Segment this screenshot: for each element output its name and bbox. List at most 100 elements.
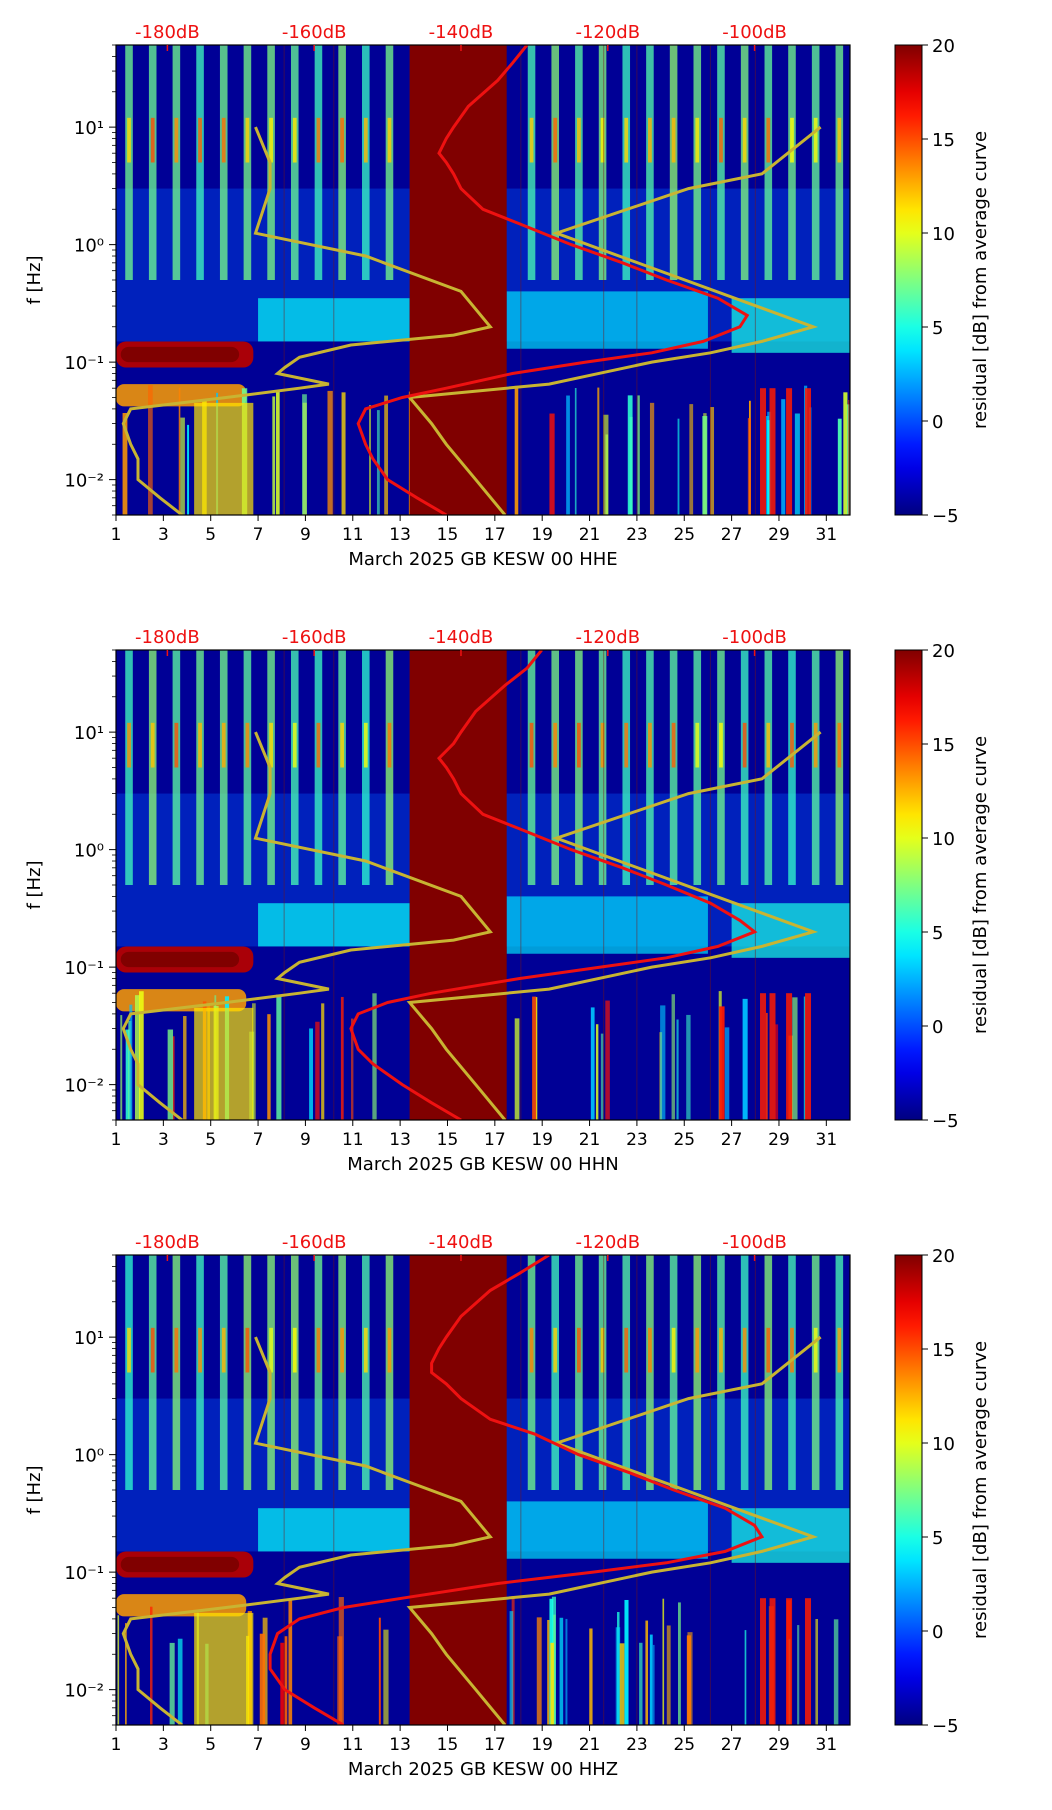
daily-noise-core [198, 117, 202, 163]
daily-noise-core [387, 117, 392, 163]
low-frequency-streak [150, 1606, 153, 1725]
daily-noise-core [790, 117, 794, 163]
y-tick-label: 10⁻¹ [64, 353, 104, 374]
low-frequency-streak [837, 418, 842, 515]
nhnm-curve [406, 730, 822, 1120]
daily-noise-core [221, 1327, 226, 1373]
low-frequency-streak [252, 1003, 256, 1120]
x-tick-label: 23 [626, 525, 648, 545]
low-frequency-streak [509, 1611, 514, 1725]
daily-noise-core [600, 1327, 605, 1373]
top-db-label: -120dB [575, 22, 640, 43]
daily-noise-core [221, 722, 226, 768]
low-frequency-streak [597, 387, 600, 515]
x-tick-label: 23 [626, 1735, 648, 1755]
low-frequency-streak [276, 391, 280, 515]
x-tick-label: 31 [816, 1735, 838, 1755]
low-frequency-streak [167, 1029, 174, 1120]
x-tick-label: 5 [205, 1735, 216, 1755]
top-db-label: -100dB [722, 1232, 787, 1253]
low-frequency-streak [535, 997, 538, 1120]
late-event-streak [805, 993, 812, 1120]
low-frequency-streak [559, 1617, 564, 1725]
low-frequency-streak [767, 420, 770, 515]
x-tick-label: 29 [768, 1130, 790, 1150]
low-frequency-streak [536, 1617, 542, 1725]
low-frequency-streak [781, 399, 786, 515]
y-tick-label: 10⁻² [64, 1681, 104, 1702]
x-tick-label: 31 [816, 525, 838, 545]
colorbar-tick-label: 10 [932, 1434, 955, 1455]
low-frequency-streak [547, 1619, 550, 1725]
colorbar-tick-label: 0 [932, 1017, 943, 1038]
daily-noise-core [553, 722, 558, 768]
top-db-label: -120dB [575, 1232, 640, 1253]
daily-noise-core [269, 1327, 273, 1373]
low-frequency-streak [550, 1642, 554, 1725]
late-event-streak [769, 388, 776, 515]
colorbar: 20 15 10 5 0 −5 residual [dB] from average cur… [894, 641, 991, 1132]
late-event-streak [786, 1598, 793, 1725]
daily-noise-core [813, 117, 818, 163]
y-tick-label: 10⁻¹ [64, 1563, 104, 1584]
low-frequency-streak [169, 1642, 175, 1725]
x-tick-label: 13 [389, 1130, 411, 1150]
x-tick-label: 25 [673, 1130, 695, 1150]
low-frequency-streak [117, 1615, 120, 1725]
low-frequency-streak [262, 1617, 268, 1725]
microseism-band [506, 896, 708, 954]
low-frequency-streak [309, 1028, 313, 1120]
nlnm-curve [121, 1336, 494, 1725]
daily-noise-core [671, 117, 676, 163]
colorbar-gradient [894, 1254, 923, 1726]
low-frequency-streak [288, 1598, 293, 1725]
low-frequency-streak [843, 392, 848, 515]
low-frequency-streak [514, 1018, 520, 1120]
low-frequency-streak [177, 1638, 183, 1725]
low-frequency-streak [615, 1627, 621, 1725]
daily-noise-core [695, 117, 700, 163]
daily-noise-core [790, 722, 794, 768]
low-frequency-streak [340, 996, 344, 1120]
low-frequency-streak [637, 395, 640, 515]
x-tick-label: 17 [484, 525, 506, 545]
low-frequency-streak [765, 1012, 768, 1120]
late-event-streak [805, 388, 812, 515]
daily-noise-core [150, 117, 155, 163]
x-tick-label: 27 [721, 1130, 743, 1150]
daily-noise-core [292, 1327, 297, 1373]
y-axis-label: f [Hz] [24, 255, 45, 304]
low-frequency-streak [662, 1598, 665, 1725]
low-frequency-streak [338, 1597, 344, 1725]
low-frequency-streak [276, 994, 282, 1120]
daily-noise-core [387, 1327, 392, 1373]
colorbar: 20 15 10 5 0 −5 residual [dB] from average cur… [894, 36, 991, 527]
low-frequency-streak [686, 1014, 691, 1120]
low-frequency-streak [590, 1007, 595, 1120]
low-frequency-streak [600, 1033, 604, 1120]
y-tick-label: 10¹ [74, 723, 104, 744]
data-gap [409, 650, 507, 1120]
nhnm-curve [406, 125, 822, 515]
x-tick-label: 11 [342, 1130, 364, 1150]
low-frequency-streak [178, 387, 181, 515]
low-frequency-streak [710, 407, 715, 515]
storm-event-secondary [116, 989, 247, 1012]
x-tick-label: 1 [111, 1735, 122, 1755]
colorbar-tick-label: −5 [932, 1111, 959, 1132]
x-tick-label: 1 [111, 1130, 122, 1150]
daily-noise-core [742, 1327, 747, 1373]
heatmap-area [116, 650, 850, 1120]
colorbar-gradient [894, 649, 923, 1121]
x-tick-label: 25 [673, 525, 695, 545]
daily-noise-core [766, 722, 771, 768]
daily-noise-core [363, 722, 368, 768]
x-tick-label: 5 [205, 525, 216, 545]
daily-noise-core [174, 117, 179, 163]
daily-noise-core [292, 722, 297, 768]
x-tick-label: 31 [816, 1130, 838, 1150]
daily-noise-core [719, 1327, 723, 1373]
x-tick-label: 3 [158, 525, 169, 545]
